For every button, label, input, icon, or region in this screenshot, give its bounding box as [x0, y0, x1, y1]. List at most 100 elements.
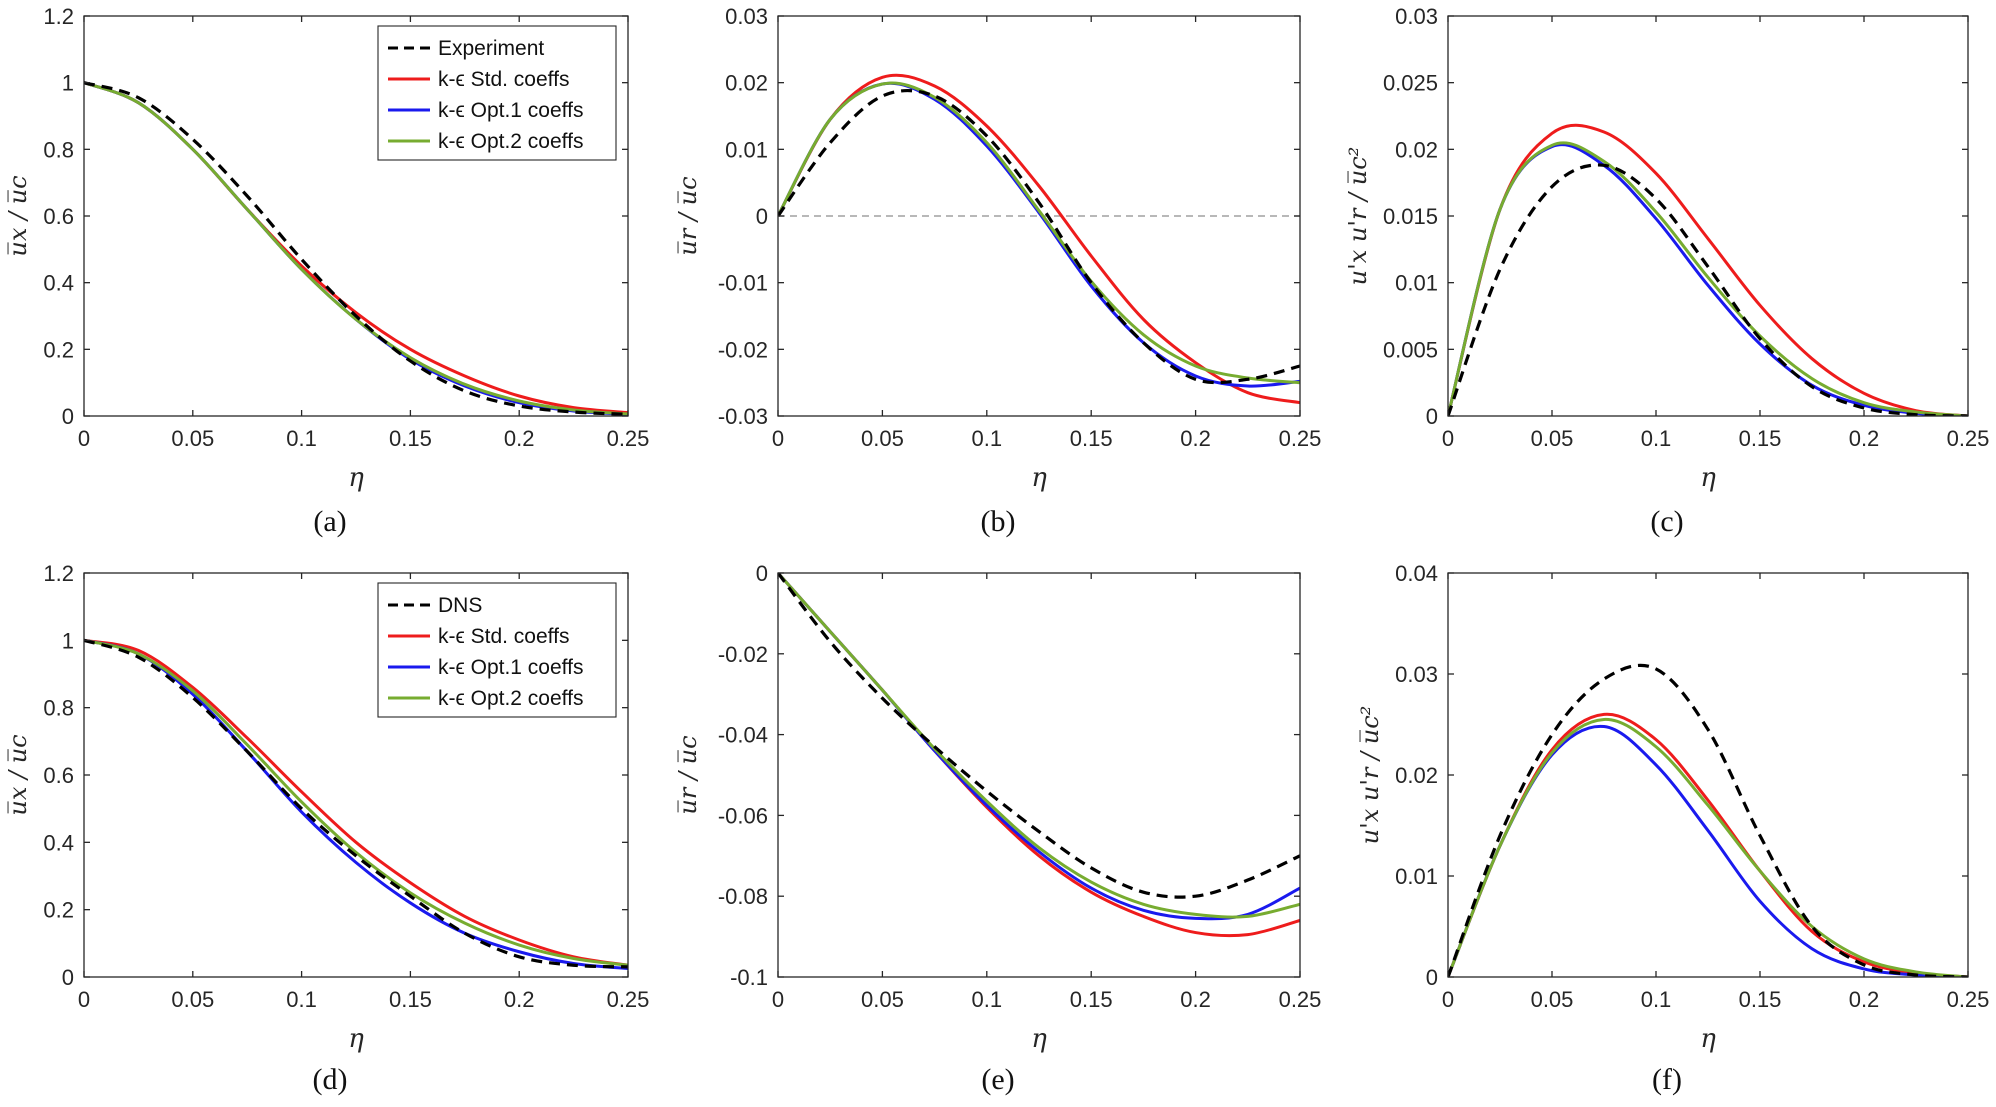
x-tick-label: 0.1 [1641, 426, 1672, 451]
x-tick-label: 0.15 [389, 426, 432, 451]
series-line-k-opt-1-coeffs [1448, 143, 1968, 416]
x-tick-label: 0.15 [389, 987, 432, 1012]
legend-label: k-ϵ Opt.2 coeffs [438, 687, 583, 710]
series-group [84, 638, 628, 971]
x-axis-label: η [1031, 1024, 1047, 1054]
panel-e: 0 0.05 0.1 0.15 0.2 0.25 -0.1 -0.08 -0.06 -0.04 -0… [674, 561, 1321, 1096]
series-line-k-opt-2-coeffs [1448, 717, 1968, 977]
series-group [1448, 123, 1968, 416]
y-tick-label: -0.01 [718, 271, 768, 296]
panel-a: 0 0.05 0.1 0.15 0.2 0.25 0 0.2 0.4 0.6 0.8 1 1.2 η u̅x… [4, 4, 649, 538]
x-tick-label: 0.25 [1279, 426, 1322, 451]
axes-box [777, 572, 1301, 978]
x-tick-label: 0.25 [1947, 987, 1990, 1012]
legend: DNS k-ϵ Std. coeffs k-ϵ Opt.1 coeffs k-ϵ Op… [377, 582, 617, 718]
legend-label: k-ϵ Opt.1 coeffs [438, 99, 583, 122]
legend: Experiment k-ϵ Std. coeffs k-ϵ Opt.1 coeff… [377, 25, 617, 161]
series-line-k-std-coeffs [84, 638, 628, 967]
y-tick-label: 0.2 [43, 337, 74, 362]
legend-label: k-ϵ Opt.2 coeffs [438, 130, 583, 153]
x-tick-label: 0.2 [1180, 987, 1211, 1012]
panel-c: 0 0.05 0.1 0.15 0.2 0.25 0 0.005 0.01 0.015 0.02 0.… [1344, 4, 1989, 538]
x-tick-label: 0.15 [1070, 426, 1113, 451]
x-tick-label: 0 [1442, 987, 1454, 1012]
x-tick-label: 0.25 [607, 987, 650, 1012]
y-tick-label: 0 [1426, 404, 1438, 429]
x-tick-label: 0.05 [861, 426, 904, 451]
x-tick-label: 0.25 [607, 426, 650, 451]
series-group [1448, 663, 1968, 977]
x-tick-label: 0.1 [972, 987, 1003, 1012]
x-tick-label: 0.2 [1849, 987, 1880, 1012]
panel-caption: (b) [981, 505, 1016, 538]
y-tick-label: 0 [62, 965, 74, 990]
y-tick-label: 0.2 [43, 898, 74, 923]
y-tick-label: 0.03 [1395, 4, 1438, 29]
series-line-k-opt-2-coeffs [778, 573, 1300, 919]
y-tick-label: -0.06 [718, 803, 768, 828]
x-tick-label: 0.2 [504, 987, 535, 1012]
legend-label: k-ϵ Opt.1 coeffs [438, 656, 583, 679]
y-tick-label: 0.4 [43, 830, 74, 855]
panel-caption: (d) [313, 1063, 348, 1096]
y-tick-label: -0.08 [718, 884, 768, 909]
x-tick-label: 0.2 [1849, 426, 1880, 451]
y-tick-label: 0.02 [725, 71, 768, 96]
series-group [778, 573, 1300, 938]
y-tick-label: -0.02 [718, 337, 768, 362]
y-tick-label: 0.6 [43, 204, 74, 229]
panel-d: 0 0.05 0.1 0.15 0.2 0.25 0 0.2 0.4 0.6 0.8 1 1.2 η u̅x… [4, 561, 649, 1096]
series-line-k-opt-1-coeffs [84, 638, 628, 971]
x-tick-label: 0.1 [286, 987, 317, 1012]
y-tick-label: 0.01 [725, 137, 768, 162]
x-tick-label: 0.1 [972, 426, 1003, 451]
y-tick-label: 0.8 [43, 137, 74, 162]
y-tick-label: 1.2 [43, 4, 74, 29]
x-tick-label: 0.1 [286, 426, 317, 451]
y-tick-label: -0.03 [718, 404, 768, 429]
y-tick-label: 1 [62, 628, 74, 653]
y-tick-label: 0.01 [1395, 271, 1438, 296]
y-tick-label: 0.04 [1395, 561, 1438, 586]
legend-box [377, 582, 617, 718]
y-axis-label: u'x u'r / u̅c² [1344, 147, 1372, 286]
x-tick-label: 0 [772, 426, 784, 451]
series-line-k-opt-1-coeffs [778, 573, 1300, 921]
legend-box [377, 25, 617, 161]
panel-caption: (c) [1650, 505, 1683, 538]
axes-box [1447, 15, 1969, 417]
panel-caption: (a) [313, 505, 346, 538]
y-tick-label: 1 [62, 71, 74, 96]
x-tick-label: 0.05 [1531, 426, 1574, 451]
y-tick-label: 0.015 [1383, 204, 1438, 229]
x-tick-label: 0.15 [1739, 987, 1782, 1012]
y-tick-label: 0.02 [1395, 763, 1438, 788]
y-tick-label: 0 [756, 204, 768, 229]
series-group [778, 73, 1300, 405]
legend-label: DNS [438, 594, 482, 617]
legend-label: k-ϵ Std. coeffs [438, 625, 569, 648]
series-line-experiment [84, 81, 628, 416]
y-axis-label: u'x u'r / u̅c² [1356, 706, 1384, 845]
x-tick-label: 0.15 [1070, 987, 1113, 1012]
x-tick-label: 0.05 [861, 987, 904, 1012]
series-line-dns [84, 638, 628, 969]
y-tick-label: 0.6 [43, 763, 74, 788]
series-line-k-std-coeffs [1448, 123, 1968, 416]
x-tick-label: 0.05 [171, 426, 214, 451]
legend-label: k-ϵ Std. coeffs [438, 68, 569, 91]
y-axis-label: u̅x / u̅c [4, 175, 32, 256]
panel-caption: (e) [981, 1063, 1014, 1096]
axes-box [1447, 572, 1969, 978]
y-tick-label: 0 [1426, 965, 1438, 990]
x-tick-label: 0.25 [1947, 426, 1990, 451]
series-line-k-opt-2-coeffs [84, 638, 628, 967]
y-tick-label: 0.03 [725, 4, 768, 29]
y-tick-label: 0 [62, 404, 74, 429]
legend-label: Experiment [438, 37, 544, 60]
panel-caption: (f) [1652, 1063, 1682, 1096]
series-line-dns [1448, 663, 1968, 977]
y-axis-label: u̅r / u̅c [674, 176, 702, 255]
x-tick-label: 0.05 [1531, 987, 1574, 1012]
